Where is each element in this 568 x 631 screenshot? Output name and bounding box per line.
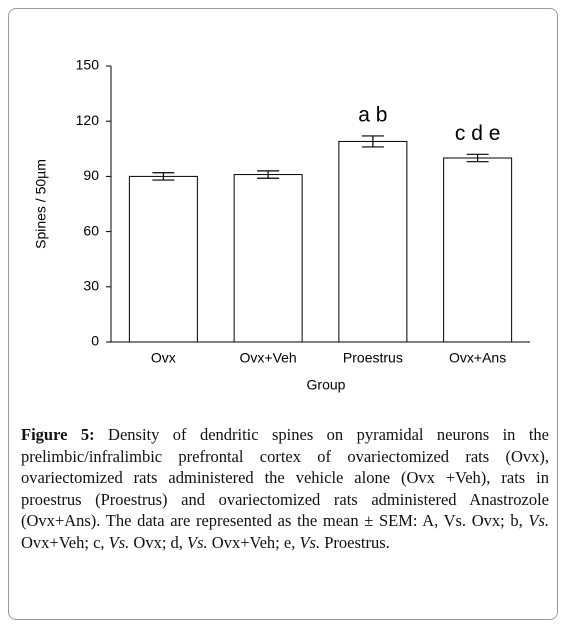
caption-text: Vs. bbox=[187, 532, 208, 552]
y-axis-label: Spines / 50µm bbox=[33, 159, 49, 249]
caption-text: Ovx+Veh; e, bbox=[207, 532, 300, 552]
caption-text: Ovx; d, bbox=[129, 532, 188, 552]
y-tick-label: 60 bbox=[83, 222, 99, 238]
error-bar bbox=[361, 135, 384, 148]
bar bbox=[233, 174, 303, 343]
caption: Figure 5: Density of dendritic spines on… bbox=[21, 424, 549, 553]
bar bbox=[443, 157, 513, 343]
caption-text: Density of dendritic spines on pyramidal… bbox=[21, 425, 549, 530]
caption-label: Figure 5: bbox=[21, 425, 95, 444]
x-tick-label: Ovx bbox=[151, 350, 176, 366]
error-bar bbox=[152, 172, 175, 181]
caption-text: Vs. bbox=[108, 532, 130, 552]
annotation: a b bbox=[358, 103, 387, 126]
x-tick-label: Ovx+Veh bbox=[240, 350, 297, 366]
caption-text: Proestrus. bbox=[320, 532, 390, 552]
caption-text: Vs. bbox=[299, 532, 321, 552]
x-tick-label: Ovx+Ans bbox=[449, 350, 506, 366]
y-tick-label: 120 bbox=[76, 112, 100, 128]
caption-text: Ovx+Veh; c, bbox=[21, 532, 109, 552]
figure-frame bbox=[8, 8, 558, 620]
annotation: c d e bbox=[455, 122, 501, 145]
y-tick-label: 0 bbox=[91, 333, 99, 349]
x-axis-label: Group bbox=[307, 377, 346, 393]
x-tick-label: Proestrus bbox=[343, 350, 403, 366]
y-tick-label: 30 bbox=[83, 278, 99, 294]
y-tick-label: 90 bbox=[83, 167, 99, 183]
bar bbox=[128, 175, 198, 343]
error-bar bbox=[466, 153, 489, 163]
chart: Group Spines / 50µm 0 30 60 90 120 150 Ovx Ovx+… bbox=[33, 57, 530, 393]
caption-text: Vs. bbox=[528, 511, 549, 530]
y-tick-label: 150 bbox=[76, 57, 100, 73]
error-bar bbox=[257, 170, 280, 179]
bar bbox=[338, 140, 408, 343]
